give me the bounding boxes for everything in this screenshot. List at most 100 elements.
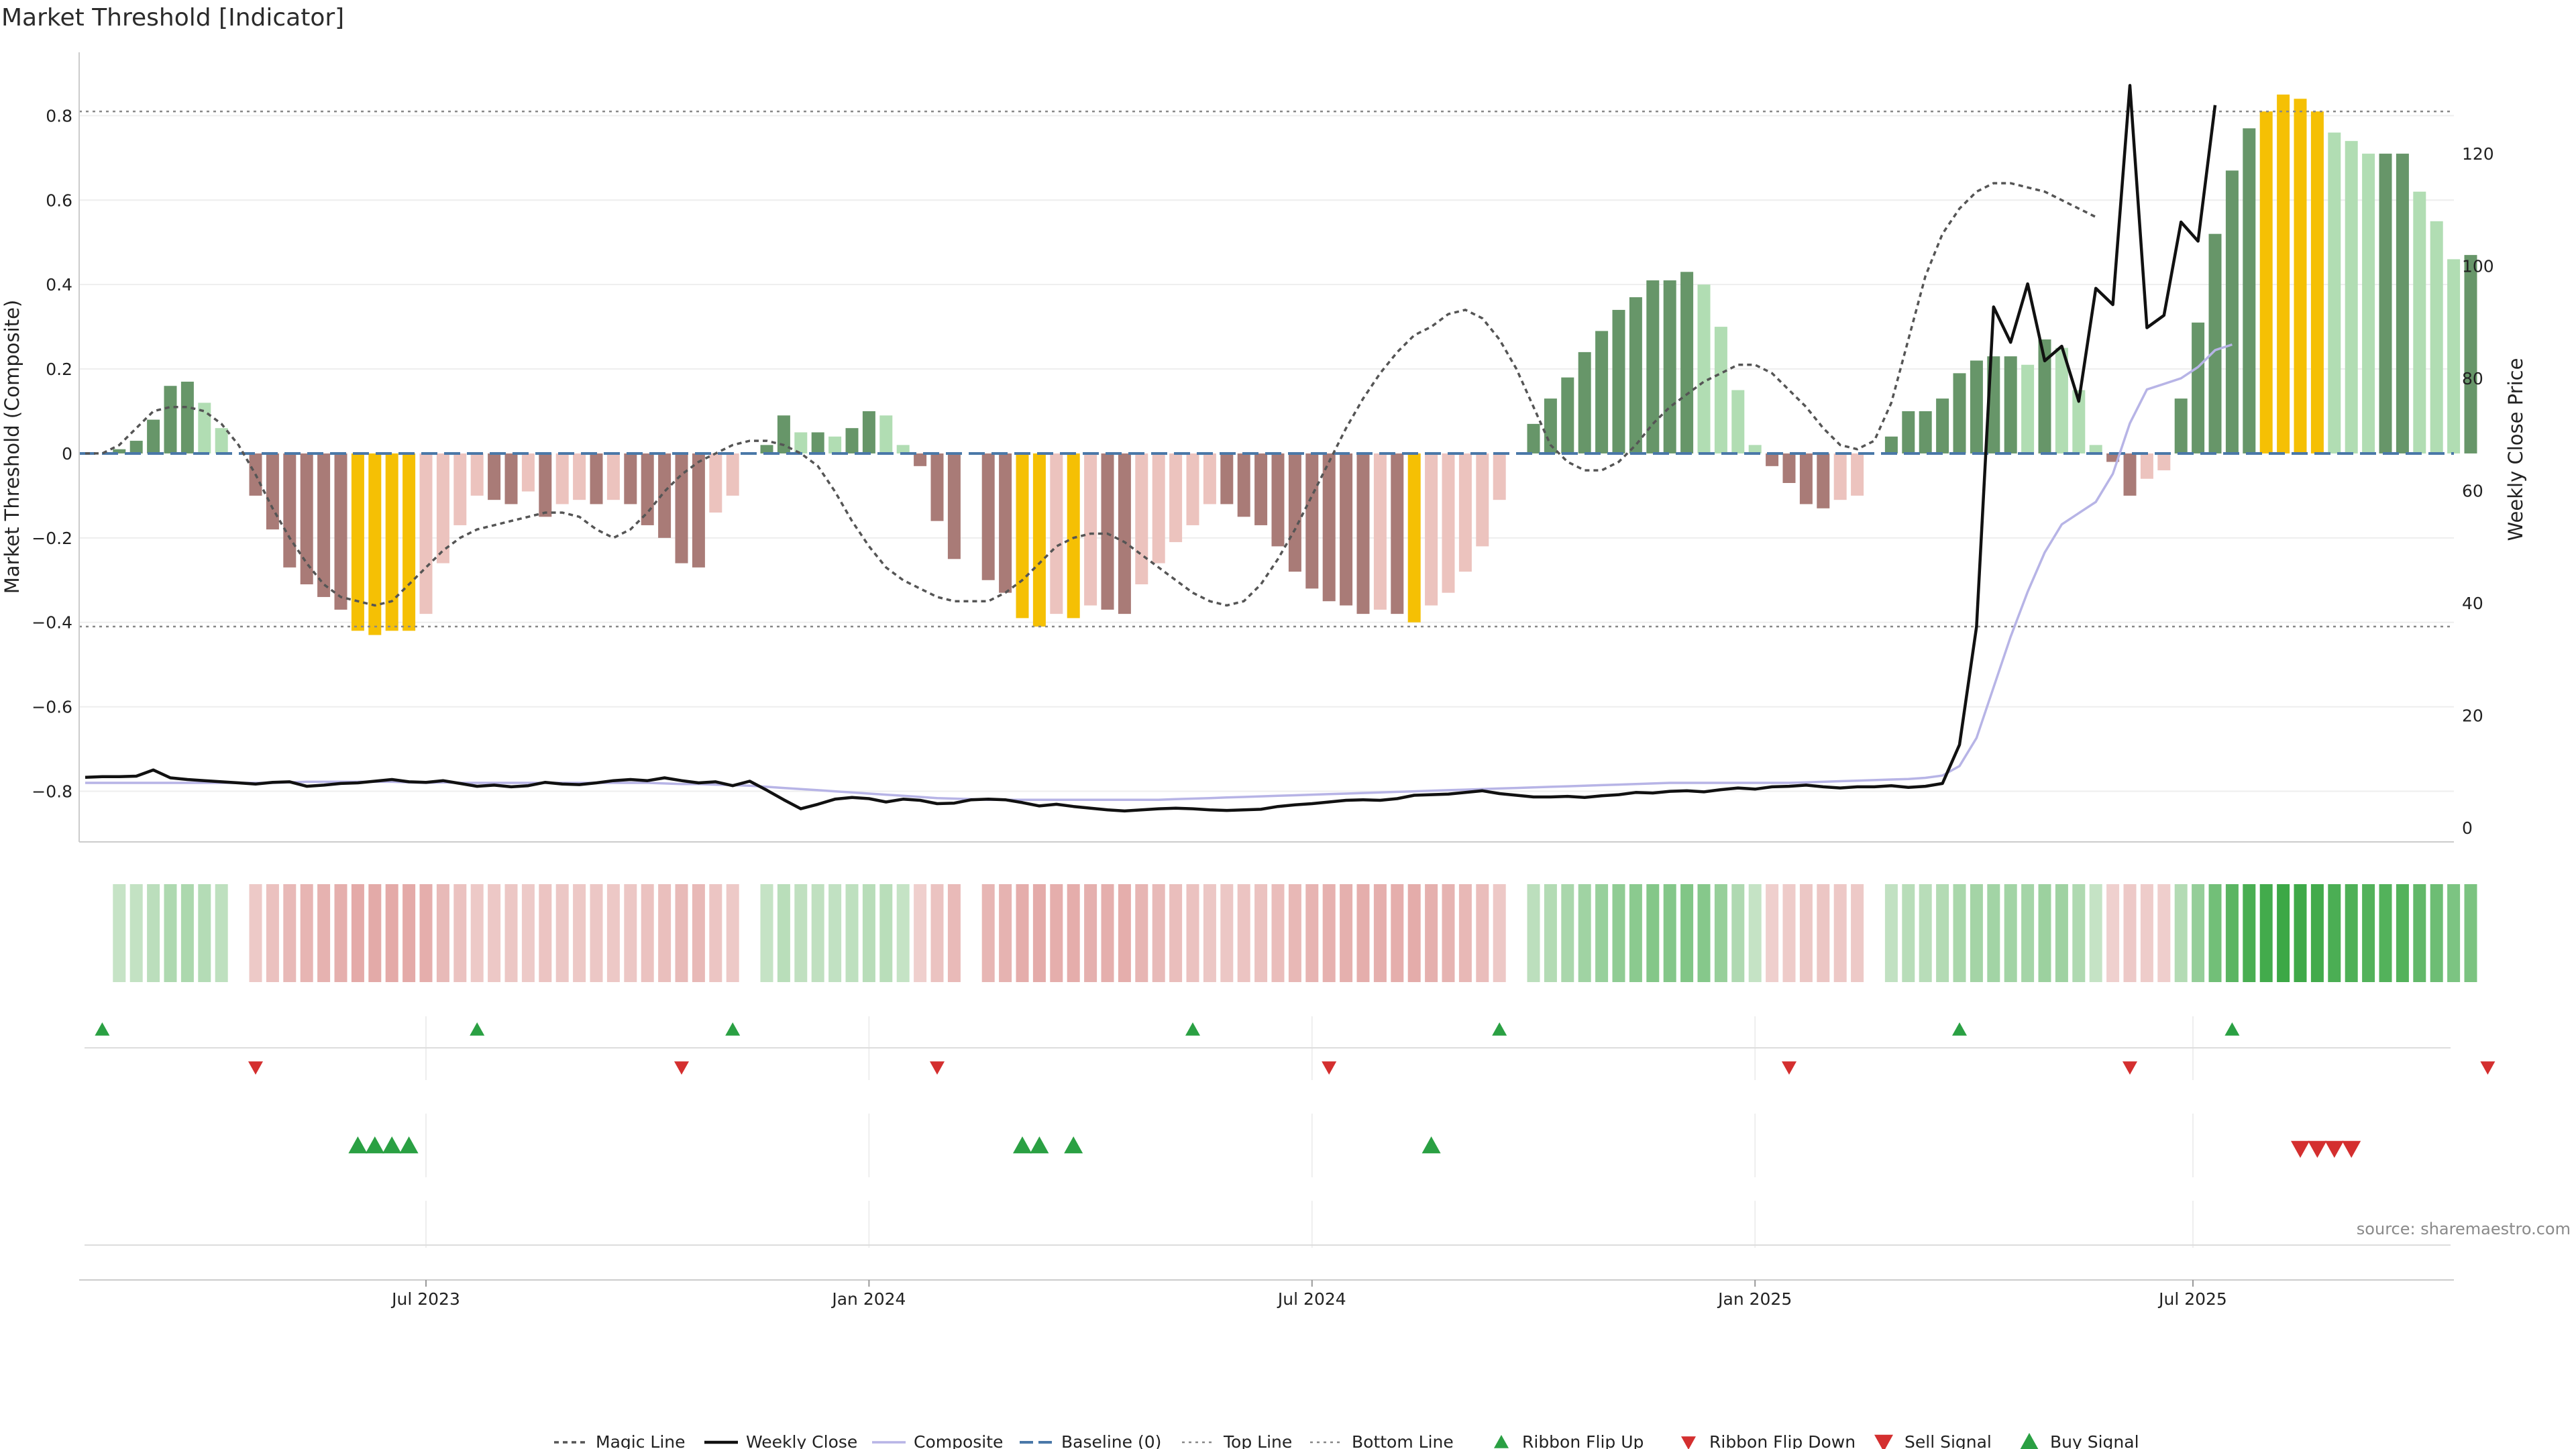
buy-signal-marker bbox=[1421, 1136, 1441, 1154]
y-tick-label: −0.8 bbox=[32, 782, 72, 801]
ribbon-cell bbox=[334, 884, 347, 982]
composite-bar bbox=[1936, 398, 1949, 453]
y2-tick-label: 0 bbox=[2462, 818, 2473, 838]
ribbon-cell bbox=[1169, 884, 1183, 982]
sell-signal-marker bbox=[2308, 1140, 2327, 1158]
x-tick-label: Jul 2023 bbox=[390, 1289, 460, 1309]
composite-bar bbox=[317, 453, 331, 597]
composite-bar bbox=[999, 453, 1012, 593]
composite-bar bbox=[385, 453, 398, 631]
buy-signal-marker bbox=[1064, 1136, 1083, 1154]
composite-bar bbox=[1578, 352, 1591, 453]
ribbon-cell bbox=[1407, 884, 1421, 982]
ribbon-cell bbox=[1458, 884, 1472, 982]
ribbon-cell bbox=[402, 884, 416, 982]
ribbon-cell bbox=[606, 884, 620, 982]
x-tick-label: Jan 2024 bbox=[830, 1289, 906, 1309]
composite-bar bbox=[1561, 377, 1574, 453]
ribbon-cell bbox=[1612, 884, 1625, 982]
ribbon-flip-down-marker bbox=[2480, 1061, 2496, 1075]
ribbon-cell bbox=[129, 884, 143, 982]
composite-bar bbox=[1919, 411, 1932, 453]
buy-signal-marker bbox=[365, 1136, 384, 1154]
ribbon-cell bbox=[78, 884, 92, 982]
composite-bar bbox=[2055, 347, 2068, 453]
buy-signal-marker bbox=[348, 1136, 368, 1154]
ribbon-cell bbox=[1373, 884, 1387, 982]
composite-bar bbox=[504, 453, 518, 504]
composite-bar bbox=[1833, 453, 1847, 500]
legend-label: Weekly Close bbox=[746, 1432, 857, 1449]
composite-bar bbox=[488, 453, 501, 500]
legend-label: Buy Signal bbox=[2050, 1432, 2139, 1449]
composite-bar bbox=[2192, 322, 2205, 453]
ribbon-cell bbox=[965, 884, 978, 982]
composite-bar bbox=[2259, 111, 2273, 453]
ribbon-cell bbox=[1237, 884, 1250, 982]
ribbon-flip-up-marker bbox=[2224, 1022, 2240, 1036]
composite-bar bbox=[658, 453, 672, 538]
composite-bar bbox=[726, 453, 739, 496]
ribbon-cell bbox=[504, 884, 518, 982]
composite-bar bbox=[1101, 453, 1114, 610]
legend-ribbon-flip-up-icon bbox=[1494, 1435, 1509, 1448]
composite-bar bbox=[1646, 280, 1660, 453]
composite-bar bbox=[2106, 453, 2120, 462]
composite-bar bbox=[947, 453, 961, 559]
ribbon-flip-up-marker bbox=[1185, 1022, 1200, 1036]
composite-bar bbox=[1612, 309, 1625, 453]
composite-bar bbox=[2004, 356, 2017, 453]
ribbon-cell bbox=[385, 884, 398, 982]
composite-bar bbox=[164, 386, 177, 453]
sell-signal-marker bbox=[2291, 1140, 2310, 1158]
ribbon-cell bbox=[2208, 884, 2222, 982]
ribbon-cell bbox=[1271, 884, 1285, 982]
composite-bar bbox=[436, 453, 449, 564]
ribbon-cell bbox=[590, 884, 603, 982]
composite-bar bbox=[1629, 297, 1642, 453]
composite-bar bbox=[1203, 453, 1216, 504]
ribbon-cell bbox=[862, 884, 875, 982]
y-tick-label: 0.4 bbox=[46, 275, 72, 294]
composite-bar bbox=[198, 402, 211, 453]
composite-bar bbox=[1084, 453, 1097, 606]
composite-bar bbox=[129, 441, 143, 453]
ribbon-cell bbox=[896, 884, 910, 982]
ribbon-cell bbox=[1322, 884, 1336, 982]
ribbon-cell bbox=[2259, 884, 2273, 982]
ribbon-cell bbox=[555, 884, 569, 982]
ribbon-cell bbox=[215, 884, 228, 982]
ribbon-cell bbox=[760, 884, 773, 982]
ribbon-cell bbox=[1578, 884, 1591, 982]
composite-bar bbox=[2208, 233, 2222, 453]
ribbon-cell bbox=[164, 884, 177, 982]
ribbon-cell bbox=[180, 884, 194, 982]
ribbon-cell bbox=[2277, 884, 2290, 982]
composite-bar bbox=[283, 453, 297, 568]
y-tick-label: 0.2 bbox=[46, 360, 72, 379]
ribbon-cell bbox=[743, 884, 757, 982]
x-tick-label: Jul 2025 bbox=[2157, 1289, 2227, 1309]
buy-signal-marker bbox=[1013, 1136, 1032, 1154]
ribbon-flip-up-marker bbox=[1492, 1022, 1507, 1036]
composite-bar bbox=[334, 453, 347, 610]
composite-bar bbox=[828, 436, 842, 453]
composite-bar bbox=[624, 453, 637, 504]
ribbon-cell bbox=[930, 884, 944, 982]
composite-bar bbox=[1169, 453, 1183, 543]
y-tick-label: 0.8 bbox=[46, 106, 72, 125]
ribbon-cell bbox=[726, 884, 739, 982]
composite-bar bbox=[1322, 453, 1336, 602]
composite-bar bbox=[879, 415, 893, 453]
composite-bar bbox=[1782, 453, 1796, 483]
ribbon-cell bbox=[1527, 884, 1540, 982]
ribbon-cell bbox=[1748, 884, 1762, 982]
ribbon-cell bbox=[2328, 884, 2341, 982]
ribbon-cell bbox=[1970, 884, 1983, 982]
sell-signal-marker bbox=[2342, 1140, 2361, 1158]
ribbon-cell bbox=[1391, 884, 1404, 982]
y2-tick-label: 60 bbox=[2462, 481, 2483, 500]
composite-line bbox=[85, 343, 2233, 801]
x-tick-label: Jan 2025 bbox=[1717, 1289, 1792, 1309]
ribbon-cell bbox=[1493, 884, 1506, 982]
